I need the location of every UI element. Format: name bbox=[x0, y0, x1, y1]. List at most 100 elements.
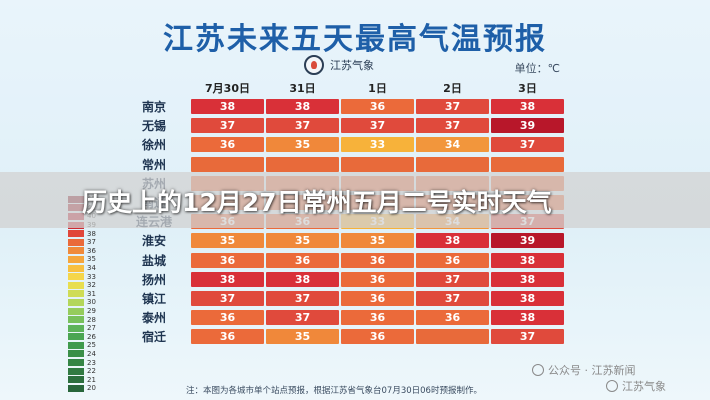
temperature-cell: 36 bbox=[416, 252, 489, 268]
city-name: 镇江 bbox=[141, 291, 166, 306]
city-name: 淮安 bbox=[141, 234, 166, 249]
legend-swatch bbox=[68, 350, 84, 358]
temperature-cell: 35 bbox=[191, 233, 264, 249]
legend-item: 25 bbox=[68, 341, 104, 350]
temperature-cell: 38 bbox=[491, 252, 564, 268]
legend-label: 36 bbox=[87, 246, 96, 255]
legend-item: 32 bbox=[68, 281, 104, 290]
legend-swatch bbox=[68, 290, 84, 298]
legend-label: 21 bbox=[87, 375, 96, 384]
legend-swatch bbox=[68, 316, 84, 324]
temperature-cell: 37 bbox=[266, 118, 339, 134]
temperature-cell: 35 bbox=[266, 329, 339, 345]
legend-swatch bbox=[68, 255, 84, 263]
temperature-cell: 37 bbox=[416, 99, 489, 115]
legend-swatch bbox=[68, 333, 84, 341]
temperature-cell: 37 bbox=[416, 271, 489, 287]
temperature-cell: 33 bbox=[341, 137, 414, 153]
legend-label: 26 bbox=[87, 332, 96, 341]
temperature-cell: 37 bbox=[266, 290, 339, 306]
legend-item: 23 bbox=[68, 358, 104, 367]
city-name: 扬州 bbox=[141, 272, 166, 287]
table-row: 徐州 36 35 33 34 37 bbox=[118, 135, 565, 154]
temperature-cell: 38 bbox=[266, 271, 339, 287]
legend-item: 28 bbox=[68, 315, 104, 324]
temperature-cell: 36 bbox=[191, 310, 264, 326]
legend-swatch bbox=[68, 367, 84, 375]
table-row: 扬州 38 38 36 37 38 bbox=[118, 270, 565, 289]
legend-item: 36 bbox=[68, 247, 104, 256]
legend-swatch bbox=[68, 384, 84, 392]
table-row: 泰州 36 37 36 36 38 bbox=[118, 308, 565, 327]
legend-swatch bbox=[68, 247, 84, 255]
watermark-text-2: 江苏气象 bbox=[622, 380, 666, 393]
legend-item: 24 bbox=[68, 350, 104, 359]
legend-label: 37 bbox=[87, 238, 96, 247]
temperature-cell: 36 bbox=[341, 290, 414, 306]
temperature-cell bbox=[341, 156, 414, 172]
temperature-cell: 38 bbox=[416, 233, 489, 249]
legend-item: 38 bbox=[68, 229, 104, 238]
temperature-cell: 36 bbox=[416, 310, 489, 326]
temperature-cell: 37 bbox=[416, 290, 489, 306]
legend-swatch bbox=[68, 324, 84, 332]
table-row: 无锡 37 37 37 37 39 bbox=[118, 116, 565, 135]
table-row: 南京 38 38 36 37 38 bbox=[118, 97, 565, 116]
city-name: 盐城 bbox=[141, 253, 166, 268]
temperature-cell: 36 bbox=[341, 252, 414, 268]
watermark-wechat: 公众号 · 江苏新闻 bbox=[532, 362, 636, 378]
temperature-cell: 39 bbox=[491, 233, 564, 249]
temperature-cell bbox=[416, 329, 489, 345]
temperature-cell: 37 bbox=[191, 118, 264, 134]
legend-item: 21 bbox=[68, 375, 104, 384]
legend-item: 22 bbox=[68, 367, 104, 376]
date-header: 2日 bbox=[443, 82, 462, 95]
watermark-source: 江苏气象 bbox=[606, 378, 666, 394]
headline-text: 历史上的12月27日常州五月二号实时天气 bbox=[82, 188, 552, 217]
legend-label: 28 bbox=[87, 315, 96, 324]
legend-label: 31 bbox=[87, 289, 96, 298]
legend-label: 33 bbox=[87, 272, 96, 281]
date-header: 7月30日 bbox=[205, 82, 250, 95]
city-name: 徐州 bbox=[141, 138, 166, 153]
temperature-cell bbox=[491, 156, 564, 172]
unit-label: 单位：℃ bbox=[514, 62, 560, 75]
legend-item: 33 bbox=[68, 272, 104, 281]
legend-swatch bbox=[68, 273, 84, 281]
temperature-cell: 36 bbox=[341, 329, 414, 345]
temperature-cell: 36 bbox=[266, 252, 339, 268]
temperature-cell bbox=[191, 156, 264, 172]
legend-label: 30 bbox=[87, 298, 96, 307]
page-title: 江苏未来五天最高气温预报 bbox=[163, 22, 547, 57]
temperature-cell: 39 bbox=[491, 118, 564, 134]
legend-swatch bbox=[68, 298, 84, 306]
temperature-cell: 36 bbox=[191, 137, 264, 153]
legend-item: 29 bbox=[68, 307, 104, 316]
legend-swatch bbox=[68, 264, 84, 272]
footnote: 注：本图为各城市单个站点预报，根据江苏省气象台07月30日06时预报制作。 bbox=[186, 386, 482, 396]
temperature-cell: 37 bbox=[491, 137, 564, 153]
legend-item: 31 bbox=[68, 290, 104, 299]
legend-label: 23 bbox=[87, 358, 96, 367]
temperature-cell: 35 bbox=[341, 233, 414, 249]
temperature-cell: 36 bbox=[191, 252, 264, 268]
temperature-cell bbox=[266, 156, 339, 172]
temperature-cell: 38 bbox=[491, 99, 564, 115]
legend-item: 26 bbox=[68, 333, 104, 342]
brand: 江苏气象 bbox=[304, 54, 374, 76]
temperature-cell: 38 bbox=[191, 271, 264, 287]
table-row: 镇江 37 37 36 37 38 bbox=[118, 289, 565, 308]
table-row: 宿迁 36 35 36 37 bbox=[118, 327, 565, 346]
legend-label: 22 bbox=[87, 367, 96, 376]
weather-logo-icon bbox=[304, 55, 324, 75]
city-name: 泰州 bbox=[141, 311, 166, 326]
date-header: 31日 bbox=[289, 82, 316, 95]
legend-item: 37 bbox=[68, 238, 104, 247]
legend-swatch bbox=[68, 341, 84, 349]
temperature-cell: 36 bbox=[341, 271, 414, 287]
wechat-icon bbox=[532, 364, 544, 376]
temperature-cell: 37 bbox=[341, 118, 414, 134]
temperature-cell bbox=[416, 156, 489, 172]
legend-label: 32 bbox=[87, 281, 96, 290]
watermark-text-1: 公众号 · 江苏新闻 bbox=[548, 364, 636, 377]
